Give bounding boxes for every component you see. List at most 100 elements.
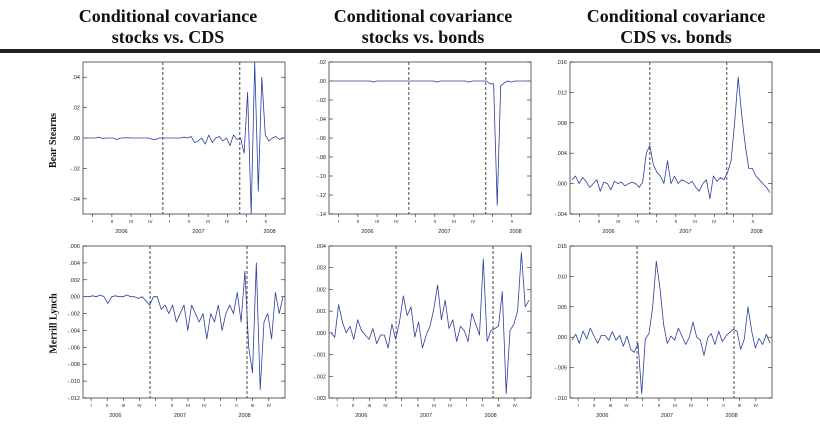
x-tick-label: IV (394, 219, 398, 224)
x-year-label: 2008 (725, 413, 737, 419)
x-year-label: 2007 (174, 413, 186, 419)
x-tick-label: III (738, 403, 742, 408)
x-year-label: 2006 (115, 229, 127, 235)
x-tick-label: III (673, 403, 677, 408)
y-tick-label: .010 (556, 274, 567, 280)
x-tick-label: II (235, 403, 238, 408)
x-tick-label: I (92, 219, 93, 224)
y-tick-label: .000 (69, 295, 80, 301)
y-tick-label: -.001 (313, 353, 326, 359)
x-tick-label: I (336, 403, 337, 408)
plot-frame (82, 245, 286, 399)
y-tick-label: .00 (72, 136, 80, 142)
x-tick-label: I (577, 403, 578, 408)
x-tick-label: I (707, 403, 708, 408)
y-tick-label: .004 (556, 151, 567, 157)
x-tick-label: II (598, 219, 601, 224)
x-tick-label: II (357, 219, 360, 224)
x-tick-label: I (642, 403, 643, 408)
x-tick-label: II (752, 219, 755, 224)
plot-frame (328, 61, 532, 215)
column-title-line2: stocks vs. CDS (111, 27, 225, 47)
y-tick-label: -.004 (67, 328, 80, 334)
x-tick-label: IV (471, 219, 475, 224)
y-tick-label: .016 (556, 60, 567, 66)
x-tick-label: II (265, 219, 268, 224)
column-title-line2: CDS vs. bonds (620, 27, 732, 47)
x-year-label: 2008 (509, 229, 521, 235)
y-tick-label: .00 (318, 79, 326, 85)
series-line (85, 262, 284, 390)
y-tick-label: -.002 (313, 374, 326, 380)
column-title-stocks-bonds: Conditional covariance stocks vs. bonds (303, 6, 543, 48)
x-year-label: 2008 (750, 229, 762, 235)
x-tick-label: I (466, 403, 467, 408)
x-year-label: 2008 (484, 413, 496, 419)
x-tick-label: I (656, 219, 657, 224)
x-tick-label: I (492, 219, 493, 224)
x-tick-label: I (415, 219, 416, 224)
series-line (85, 61, 284, 215)
x-tick-label: I (220, 403, 221, 408)
x-tick-label: II (722, 403, 725, 408)
x-tick-label: I (169, 219, 170, 224)
x-tick-label: II (434, 219, 437, 224)
y-tick-label: .015 (556, 244, 567, 250)
x-year-label: 2006 (355, 413, 367, 419)
title-rule (0, 49, 820, 53)
x-year-label: 2007 (420, 413, 432, 419)
x-tick-label: III (452, 219, 456, 224)
x-tick-label: III (129, 219, 133, 224)
column-title-line1: Conditional covariance (586, 6, 766, 26)
y-tick-label: .000 (556, 335, 567, 341)
column-title-line1: Conditional covariance (78, 6, 258, 26)
x-year-label: 2007 (661, 413, 673, 419)
x-tick-label: IV (202, 403, 206, 408)
column-title-stocks-cds: Conditional covariance stocks vs. CDS (48, 6, 288, 48)
x-tick-label: IV (148, 219, 152, 224)
y-tick-label: .006 (69, 244, 80, 250)
series-line (331, 80, 529, 206)
y-tick-label: .002 (315, 287, 326, 293)
x-tick-label: III (375, 219, 379, 224)
y-tick-label: .000 (315, 331, 326, 337)
x-tick-label: I (246, 219, 247, 224)
x-tick-label: II (352, 403, 355, 408)
y-tick-label: .000 (556, 182, 567, 188)
column-title-line1: Conditional covariance (333, 6, 513, 26)
y-tick-label: -.004 (554, 212, 567, 218)
x-tick-label: IV (754, 403, 758, 408)
x-tick-label: IV (267, 403, 271, 408)
x-tick-label: IV (712, 219, 716, 224)
x-year-label: 2006 (596, 413, 608, 419)
y-tick-label: -.14 (317, 212, 326, 218)
chart-panel-1: .04.02.00-.02-.04I II III IV I II III IV I II2006… (71, 61, 286, 235)
x-tick-label: II (106, 403, 109, 408)
x-tick-label: II (658, 403, 661, 408)
x-tick-label: I (733, 219, 734, 224)
y-tick-label: .008 (556, 121, 567, 127)
x-year-label: 2007 (438, 229, 450, 235)
x-year-label: 2008 (263, 229, 275, 235)
y-tick-label: -.010 (554, 396, 567, 402)
y-tick-label: -.010 (67, 379, 80, 385)
y-tick-label: .012 (556, 90, 567, 96)
series-line (330, 252, 530, 395)
x-tick-label: III (609, 403, 613, 408)
x-tick-label: IV (513, 403, 517, 408)
x-tick-label: II (511, 219, 514, 224)
x-tick-label: II (481, 403, 484, 408)
plot-frame (569, 61, 773, 215)
x-tick-label: III (693, 219, 697, 224)
chart-panel-2: .02.00-.02-.04-.06-.08-.10-.12-.14I II III… (317, 60, 532, 235)
x-tick-label: II (417, 403, 420, 408)
x-tick-label: III (122, 403, 126, 408)
x-tick-label: I (90, 403, 91, 408)
y-tick-label: -.002 (67, 312, 80, 318)
x-tick-label: III (206, 219, 210, 224)
plot-frame (569, 245, 773, 399)
y-tick-label: -.02 (71, 166, 80, 172)
